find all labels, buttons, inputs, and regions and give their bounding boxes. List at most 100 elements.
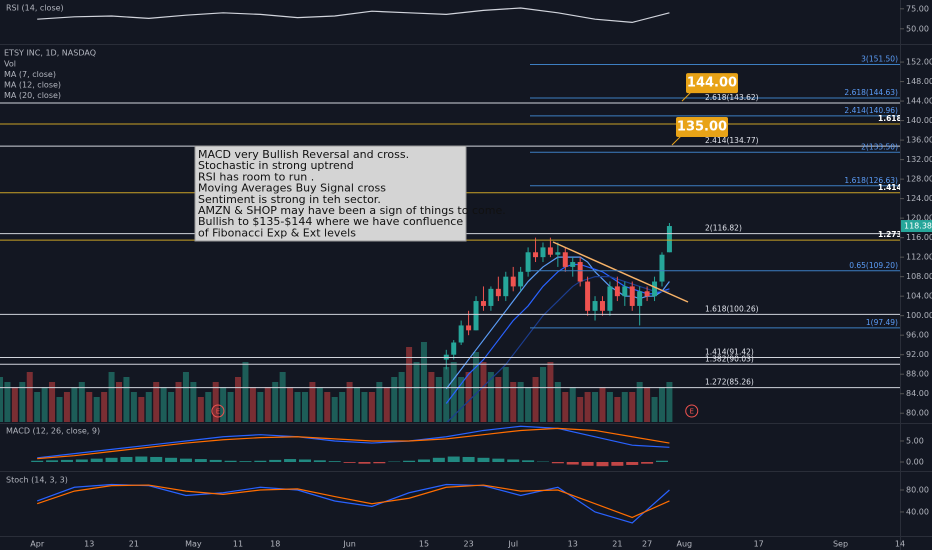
macd-histogram [313, 460, 326, 463]
volume-bar [324, 392, 331, 422]
candle-body [555, 252, 561, 255]
y-tick-label: 120.00 [906, 214, 932, 223]
y-tick-label: 100.00 [906, 311, 932, 320]
y-tick-label: 116.00 [906, 233, 932, 242]
y-tick-label: 50.00 [906, 24, 929, 33]
macd-histogram [269, 459, 282, 463]
fib-label: 1.273(11 [878, 230, 916, 239]
volume-bar [465, 372, 472, 422]
volume-bar [651, 397, 658, 422]
x-tick-label: Sep [833, 540, 848, 549]
macd-histogram [432, 457, 445, 463]
volume-bar [510, 382, 517, 422]
note-background [194, 145, 467, 242]
volume-bar [212, 382, 219, 422]
volume-bar [547, 362, 554, 422]
note-box: MACD very Bullish Reversal and cross.Sto… [194, 145, 506, 242]
fib-label: 2.618(143.62) [705, 93, 759, 102]
candle-body [592, 301, 598, 311]
fib-label: 1.618(13 [878, 114, 916, 123]
y-tick-label: 124.00 [906, 194, 932, 203]
rsi-label: RSI (14, close) [6, 4, 64, 13]
y-tick-label: 92.00 [906, 350, 929, 359]
volume-bar [435, 377, 442, 422]
volume-bar [309, 382, 316, 422]
volume-bar [644, 387, 651, 422]
volume-bar [34, 392, 41, 422]
earnings-marker [685, 404, 699, 418]
volume-bar [658, 387, 665, 422]
volume-bar [101, 392, 108, 422]
candle-body [562, 252, 568, 267]
volume-bar [63, 392, 70, 422]
note-line: Moving Averages Buy Signal cross [198, 182, 386, 195]
note-line: RSI has room to run . [198, 170, 314, 183]
macd-histogram [507, 459, 520, 463]
x-tick-label: 15 [419, 540, 429, 549]
volume-bar [354, 387, 361, 422]
volume-bar [242, 362, 249, 422]
volume-bar [584, 392, 591, 422]
fib-label: 3(151.50) [861, 55, 898, 64]
volume-bar [473, 352, 480, 422]
fib-label: 1.272(85.26) [705, 378, 754, 387]
volume-bar [86, 392, 93, 422]
macd-pane [31, 425, 670, 467]
x-tick-label: 11 [233, 540, 243, 549]
volume-bar [539, 367, 546, 422]
volume-bar [562, 392, 569, 422]
fib-label: 1.382(90.03) [705, 354, 754, 363]
x-tick-label: 21 [612, 540, 622, 549]
volume-bar [525, 387, 532, 422]
x-tick-label: 18 [270, 540, 280, 549]
candle-body [540, 247, 546, 258]
macd-histogram [358, 462, 371, 464]
y-tick-label: 40.00 [906, 507, 929, 516]
candle-body [629, 286, 635, 306]
macd-histogram [477, 457, 490, 463]
macd-histogram [447, 456, 460, 463]
x-tick-label: 14 [895, 540, 905, 549]
volume-bar [11, 387, 18, 422]
macd-histogram [596, 462, 609, 467]
candle-body [652, 281, 658, 297]
target-box [686, 73, 738, 94]
macd-histogram [46, 460, 59, 463]
macd-histogram [75, 459, 88, 463]
volume-bar [168, 392, 175, 422]
macd-histogram [566, 462, 579, 465]
volume-bar [629, 392, 636, 422]
candle-body [503, 276, 509, 297]
volume-bar [569, 387, 576, 422]
volume-bar [49, 382, 56, 422]
axes: Apr 13 21 May 11 18 Jun 15 23 Jul 13 21 27 Aug 17 Sep 14… [30, 4, 932, 549]
volume-bar [19, 382, 26, 422]
volume-bar [666, 382, 673, 422]
rsi-pane [37, 7, 670, 24]
indicator-line [37, 427, 670, 460]
last-price: 118.38 [904, 222, 932, 231]
y-tick-label: 84.00 [906, 389, 929, 398]
macd-histogram [165, 457, 178, 463]
volume-bar [78, 382, 85, 422]
note-line: of Fibonacci Exp & Ext levels [198, 226, 356, 239]
volume-bar [443, 367, 450, 422]
volume-bar [272, 382, 279, 422]
x-tick-label: 23 [464, 540, 474, 549]
x-tick-label: 13 [568, 540, 578, 549]
volume-bar [190, 382, 197, 422]
volume-bar [145, 392, 152, 422]
volume-bar [93, 397, 100, 422]
volume-bar [316, 387, 323, 422]
volume-bar [495, 377, 502, 422]
volume-bar [487, 372, 494, 422]
volume-bar [577, 397, 584, 422]
volume-bar [376, 382, 383, 422]
y-tick-label: 108.00 [906, 272, 932, 281]
x-tick-label: May [185, 540, 202, 549]
target-label: 135.00 [677, 119, 727, 134]
candle-body [510, 276, 516, 287]
macd-histogram [254, 460, 267, 463]
macd-histogram [150, 456, 163, 463]
